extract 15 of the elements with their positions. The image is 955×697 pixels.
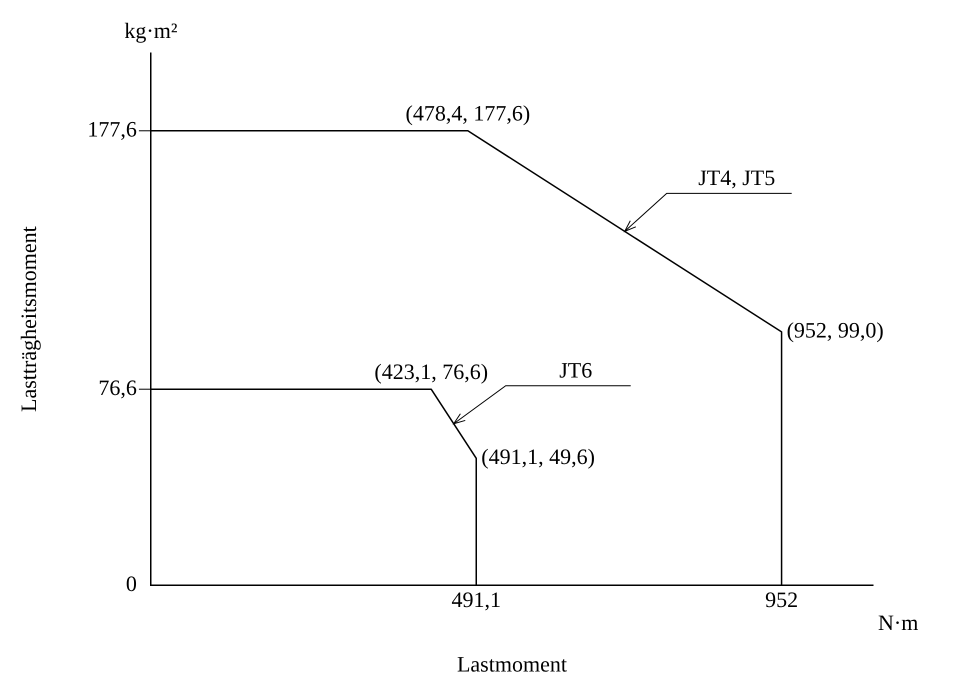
y-tick-label: 177,6	[87, 116, 137, 142]
annotation: (491,1, 49,6)	[481, 444, 595, 470]
text: JT6	[559, 358, 592, 383]
annotation: (478,4, 177,6)	[406, 100, 530, 126]
text: N·m	[878, 610, 918, 635]
annotation: (423,1, 76,6)	[374, 358, 488, 384]
x-tick-label: 491,1	[451, 587, 501, 612]
x-axis-title: Lastmoment	[456, 652, 567, 677]
y-tick-label: 76,6	[98, 374, 137, 400]
y-tick-label: 0	[126, 570, 137, 596]
y-axis-title: Lastträgheitsmoment	[16, 226, 41, 412]
x-tick-label: 952	[765, 587, 798, 612]
text: kg·m²	[124, 18, 178, 43]
text: JT4, JT5	[698, 165, 776, 190]
annotation: (952, 99,0)	[786, 318, 884, 343]
